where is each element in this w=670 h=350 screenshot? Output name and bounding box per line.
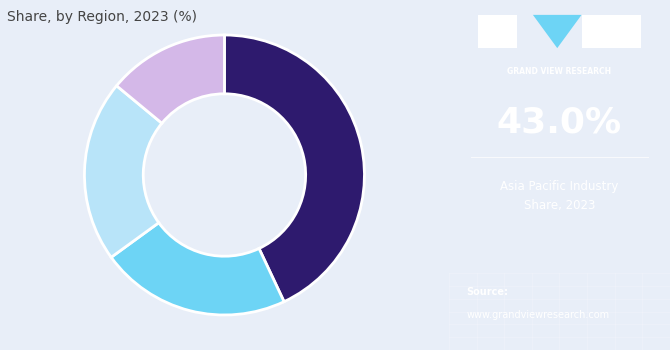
- Text: 43.0%: 43.0%: [497, 105, 622, 140]
- Legend: APAC, North America, Europe, RoW: APAC, North America, Europe, RoW: [68, 349, 381, 350]
- Wedge shape: [117, 35, 224, 123]
- Wedge shape: [84, 86, 162, 257]
- Text: Source:: Source:: [466, 287, 509, 297]
- FancyBboxPatch shape: [478, 15, 517, 48]
- Text: Asia Pacific Industry
Share, 2023: Asia Pacific Industry Share, 2023: [500, 180, 618, 212]
- Wedge shape: [111, 223, 284, 315]
- Text: Share, by Region, 2023 (%): Share, by Region, 2023 (%): [7, 10, 198, 24]
- Wedge shape: [224, 35, 364, 302]
- Text: GRAND VIEW RESEARCH: GRAND VIEW RESEARCH: [507, 67, 612, 76]
- FancyBboxPatch shape: [582, 15, 641, 48]
- Text: www.grandviewresearch.com: www.grandviewresearch.com: [466, 310, 610, 320]
- Polygon shape: [533, 15, 582, 48]
